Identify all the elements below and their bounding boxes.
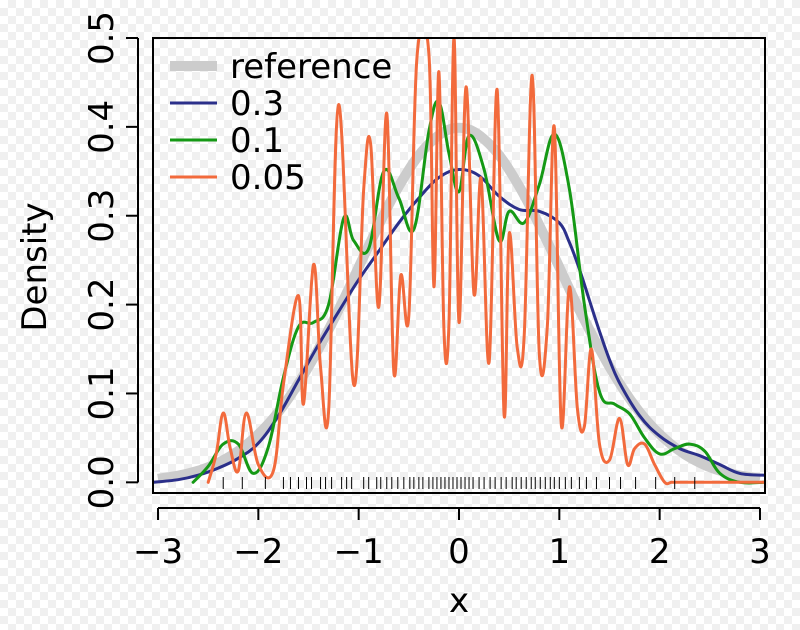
x-tick-label: 2 — [649, 532, 671, 572]
x-axis: −3 −2 −1 0 1 2 3 — [133, 507, 771, 572]
x-tick-label: −1 — [334, 532, 384, 572]
y-tick-label: 0.0 — [82, 455, 122, 509]
y-axis: 0.0 0.1 0.2 0.3 0.4 0.5 — [82, 11, 139, 509]
series-line-bw-0-05 — [206, 38, 765, 486]
y-tick-label: 0.3 — [82, 189, 122, 243]
series-line-bw-0-3 — [153, 167, 765, 484]
series-layer — [153, 38, 765, 486]
y-tick-label: 0.2 — [82, 278, 122, 332]
rug-layer — [222, 477, 696, 489]
y-tick-label: 0.4 — [82, 100, 122, 154]
y-tick-label: 0.1 — [82, 366, 122, 420]
legend-label: 0.3 — [230, 84, 284, 124]
y-tick-label: 0.5 — [82, 11, 122, 65]
x-tick-label: 3 — [749, 532, 771, 572]
x-tick-label: −2 — [233, 532, 283, 572]
legend-label: 0.05 — [230, 158, 306, 198]
legend-label: 0.1 — [230, 121, 284, 161]
y-axis-title: Density — [15, 202, 55, 331]
plot-frame — [152, 37, 766, 494]
x-tick-label: 1 — [549, 532, 571, 572]
x-tick-label: 0 — [448, 532, 470, 572]
legend-label: reference — [230, 47, 392, 87]
x-tick-label: −3 — [133, 532, 183, 572]
series-line-reference — [157, 122, 761, 484]
x-axis-title: x — [449, 581, 469, 621]
